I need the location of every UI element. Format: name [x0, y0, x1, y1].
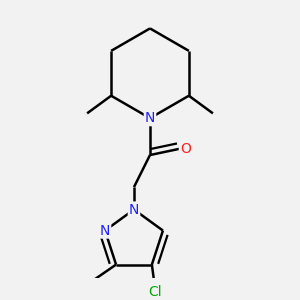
Text: N: N [100, 224, 110, 238]
Text: O: O [180, 142, 191, 156]
Text: N: N [145, 111, 155, 125]
Text: Cl: Cl [148, 286, 162, 299]
Text: N: N [129, 202, 139, 217]
